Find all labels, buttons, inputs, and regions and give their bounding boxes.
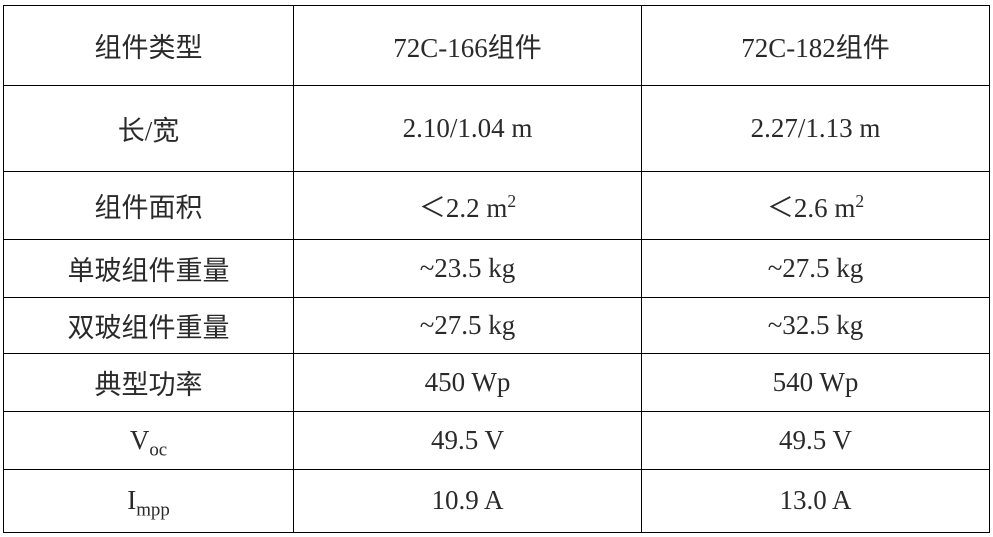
voc-label: Voc (4, 411, 294, 469)
impp-col2: 13.0 A (642, 469, 990, 532)
row-double-glass-weight: 双玻组件重量 ~27.5 kg ~32.5 kg (4, 297, 990, 353)
power-col1: 450 Wp (294, 353, 642, 411)
dimensions-col2: 2.27/1.13 m (642, 85, 990, 171)
table-header-row: 组件类型 72C-166组件 72C-182组件 (4, 5, 990, 85)
voc-label-sub: oc (149, 439, 167, 460)
header-col2: 72C-182组件 (642, 5, 990, 85)
impp-label-main: I (127, 485, 136, 515)
double-glass-weight-col2: ~32.5 kg (642, 297, 990, 353)
area-label: 组件面积 (4, 171, 294, 239)
impp-col1: 10.9 A (294, 469, 642, 532)
module-spec-table: 组件类型 72C-166组件 72C-182组件 长/宽 2.10/1.04 m… (3, 5, 990, 533)
dimensions-col1: 2.10/1.04 m (294, 85, 642, 171)
area-col1-prefix: ＜2.2 m (419, 193, 508, 223)
row-voc: Voc 49.5 V 49.5 V (4, 411, 990, 469)
voc-label-main: V (130, 425, 150, 455)
impp-label: Impp (4, 469, 294, 532)
voc-col1: 49.5 V (294, 411, 642, 469)
header-col1: 72C-166组件 (294, 5, 642, 85)
row-single-glass-weight: 单玻组件重量 ~23.5 kg ~27.5 kg (4, 239, 990, 297)
area-col2-sup: 2 (855, 191, 864, 211)
power-label: 典型功率 (4, 353, 294, 411)
double-glass-weight-label: 双玻组件重量 (4, 297, 294, 353)
row-impp: Impp 10.9 A 13.0 A (4, 469, 990, 532)
double-glass-weight-col1: ~27.5 kg (294, 297, 642, 353)
row-area: 组件面积 ＜2.2 m2 ＜2.6 m2 (4, 171, 990, 239)
single-glass-weight-label: 单玻组件重量 (4, 239, 294, 297)
power-col2: 540 Wp (642, 353, 990, 411)
dimensions-label: 长/宽 (4, 85, 294, 171)
header-label: 组件类型 (4, 5, 294, 85)
area-col2: ＜2.6 m2 (642, 171, 990, 239)
single-glass-weight-col1: ~23.5 kg (294, 239, 642, 297)
area-col2-prefix: ＜2.6 m (767, 193, 856, 223)
row-power: 典型功率 450 Wp 540 Wp (4, 353, 990, 411)
voc-col2: 49.5 V (642, 411, 990, 469)
impp-label-sub: mpp (136, 499, 170, 520)
row-dimensions: 长/宽 2.10/1.04 m 2.27/1.13 m (4, 85, 990, 171)
area-col1: ＜2.2 m2 (294, 171, 642, 239)
single-glass-weight-col2: ~27.5 kg (642, 239, 990, 297)
area-col1-sup: 2 (507, 191, 516, 211)
